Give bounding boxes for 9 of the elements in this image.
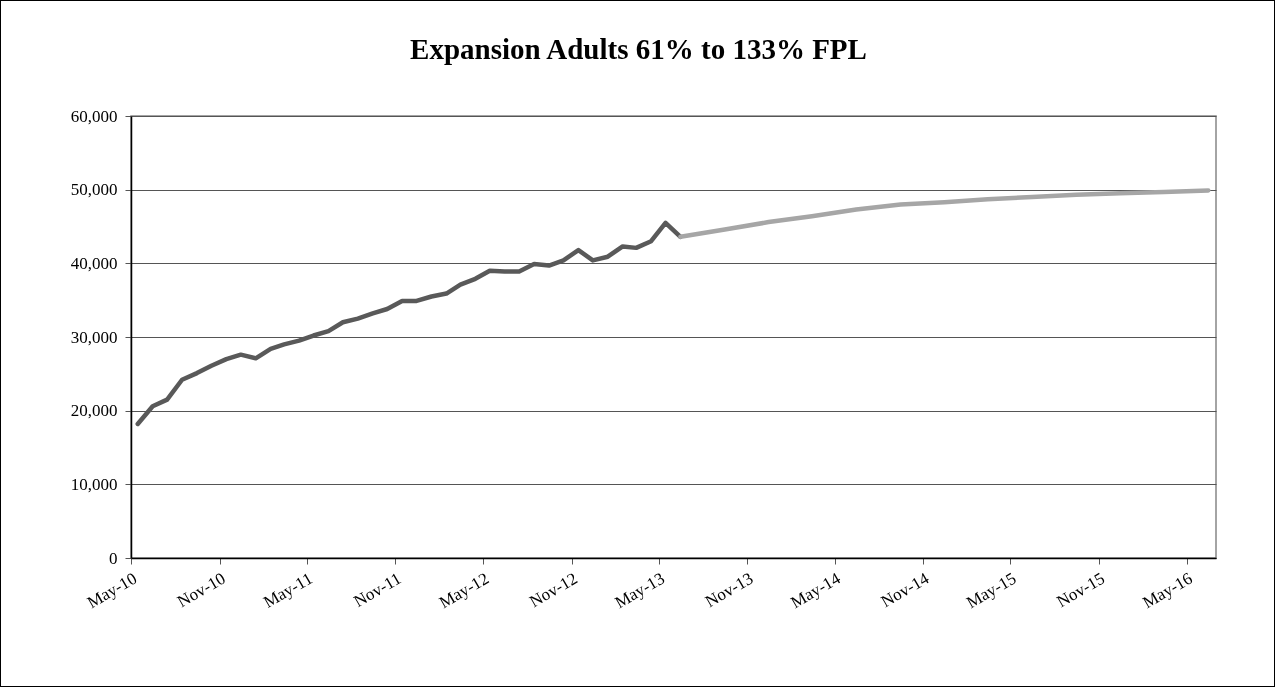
y-tick-label: 0 xyxy=(109,548,118,568)
y-tick-label: 20,000 xyxy=(70,401,118,421)
line-series xyxy=(678,188,1211,240)
chart-title: Expansion Adults 61% to 133% FPL xyxy=(410,33,867,65)
y-tick-label: 40,000 xyxy=(70,253,118,273)
y-tick-label: 50,000 xyxy=(70,180,118,200)
y-tick-label: 10,000 xyxy=(70,474,118,494)
y-tick-label: 30,000 xyxy=(70,327,118,347)
y-tick-label: 60,000 xyxy=(70,106,118,126)
